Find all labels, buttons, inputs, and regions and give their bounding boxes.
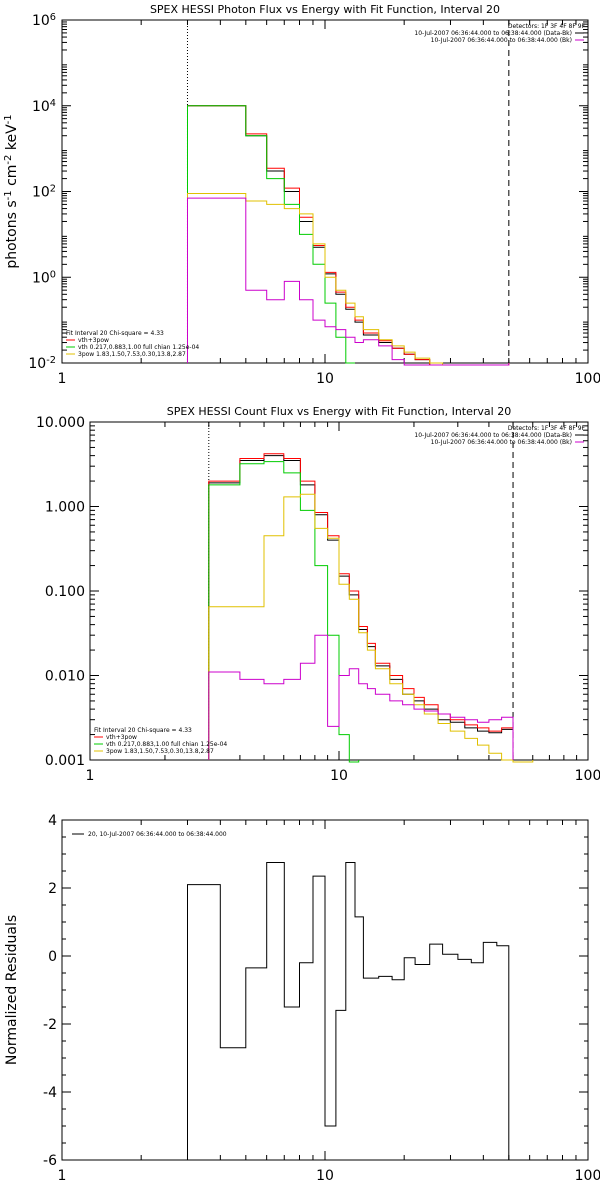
info-line: 10-Jul-2007 06:36:44.000 to 06:38:44.000…	[414, 432, 572, 439]
x-tick-label: 10	[330, 768, 348, 784]
y-tick-label: 102	[32, 183, 56, 201]
info-line: 10-Jul-2007 06:36:44.000 to 06:38:44.000…	[414, 30, 572, 37]
panel-2: 1 10 100 0.001 0.010 0.100 1.000 10.000 SPEX HES…	[36, 405, 600, 784]
legend-line: 20, 10-Jul-2007 06:36:44.000 to 06:38:44…	[88, 831, 227, 838]
y-tick-label: 0.001	[45, 753, 85, 769]
y-tick-label: 0.100	[45, 584, 85, 600]
x-tick-label: 10	[316, 1168, 334, 1184]
series-3pow	[208, 493, 534, 763]
y-tick-label: 0.010	[45, 669, 85, 685]
y-tick-label: 2	[48, 881, 57, 897]
y-tick-label: 10-2	[28, 355, 56, 373]
panel-3: 1 10 100 -6 -4 -2 0 2 4 Normalized Residuals 20, 1…	[4, 813, 600, 1184]
x-tick-label: 100	[575, 1168, 600, 1184]
chart-title: SPEX HESSI Photon Flux vs Energy with Fi…	[150, 3, 500, 16]
series-vth	[187, 105, 355, 364]
series-data-bk	[208, 455, 514, 760]
legend-line: 3pow 1.83,1.50,7.53,0.30,13.8,2.87	[106, 748, 214, 755]
y-axis-label: photons s-1 cm-2 keV-1	[3, 114, 21, 268]
info-line: 10-Jul-2007 06:36:44.000 to 06:38:44.000…	[431, 439, 572, 446]
info-line: Detectors: 1F 3F 4F 8F 9F	[508, 23, 586, 30]
series-bk	[187, 197, 510, 366]
series-3pow	[187, 193, 510, 366]
chart-title: SPEX HESSI Count Flux vs Energy with Fit…	[167, 405, 511, 418]
series-vth	[208, 461, 360, 763]
legend-line: 3pow 1.83,1.50,7.53,0.30,13.8,2.87	[78, 351, 186, 358]
legend-line: vth 0.217,0.883,1.00 full chian 1.25e-04	[78, 344, 199, 351]
y-tick-label: 10.000	[36, 415, 85, 431]
y-tick-label: 106	[32, 12, 56, 30]
series-20-10-jul-2007-06-36-44-000-to-06-38-44-000	[187, 862, 510, 1160]
series-bk	[208, 634, 514, 760]
y-axis-label: Normalized Residuals	[4, 915, 20, 1065]
y-tick-label: -6	[43, 1153, 57, 1169]
x-tick-label: 1	[58, 1168, 67, 1184]
legend-line: Fit Interval 20 Chi-square = 4.33	[94, 727, 192, 734]
y-tick-label: 1.000	[45, 500, 85, 516]
legend-line: Fit Interval 20 Chi-square = 4.33	[66, 330, 164, 337]
legend-line: vth 0.217,0.883,1.00 full chian 1.25e-04	[106, 741, 227, 748]
info-line: Detectors: 1F 3F 4F 8F 9F	[508, 425, 586, 432]
y-tick-label: 4	[48, 813, 57, 829]
x-tick-label: 100	[575, 371, 600, 387]
x-tick-label: 10	[316, 371, 334, 387]
y-tick-label: -4	[43, 1085, 57, 1101]
y-tick-label: 100	[32, 269, 56, 287]
x-tick-label: 1	[58, 371, 67, 387]
legend-line: vth+3pow	[78, 337, 109, 344]
info-line: 10-Jul-2007 06:36:44.000 to 06:38:44.000…	[431, 37, 572, 44]
y-tick-label: 104	[32, 97, 56, 115]
y-tick-label: -2	[43, 1017, 57, 1033]
x-tick-label: 1	[86, 768, 95, 784]
y-tick-label: 0	[48, 949, 57, 965]
panel-1: 1 10 100 10-2 100 102 104 106 SPEX HESSI Photon …	[3, 3, 600, 387]
series-vth-3pow	[187, 105, 510, 366]
x-tick-label: 100	[575, 768, 600, 784]
series-data-bk	[187, 105, 510, 366]
legend-line: vth+3pow	[106, 734, 137, 741]
